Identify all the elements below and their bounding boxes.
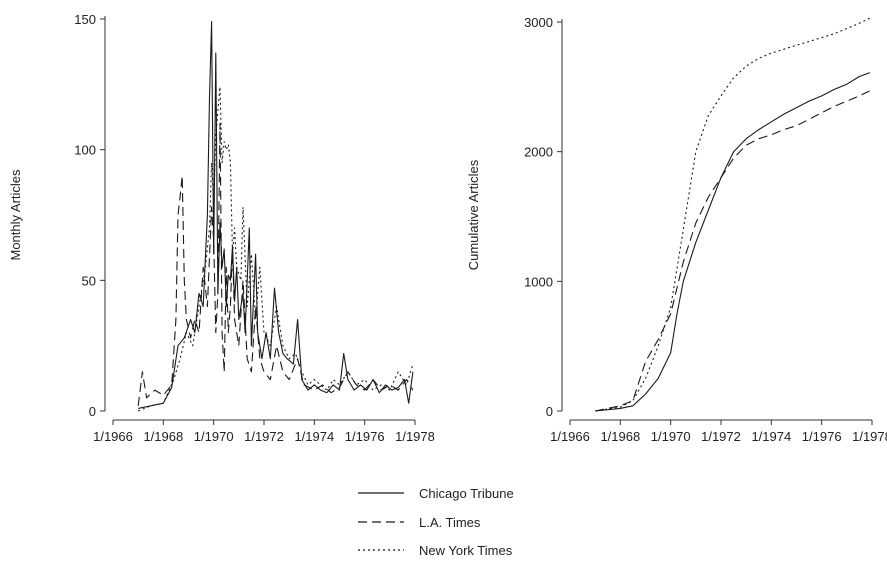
x-tick-label: 1/1978 xyxy=(395,429,435,444)
y-tick-label: 1000 xyxy=(524,274,553,289)
legend-item-new-york-times: New York Times xyxy=(358,543,513,558)
x-tick-label: 1/1968 xyxy=(143,429,183,444)
series-line-chicago-tribune xyxy=(138,21,414,409)
legend-label-chicago-tribune: Chicago Tribune xyxy=(419,486,514,501)
x-tick-label: 1/1976 xyxy=(345,429,385,444)
x-tick-label: 1/1966 xyxy=(550,429,590,444)
legend-label-new-york-times: New York Times xyxy=(419,543,513,558)
x-tick-label: 1/1970 xyxy=(651,429,691,444)
x-tick-label: 1/1968 xyxy=(600,429,640,444)
y-tick-label: 50 xyxy=(82,273,96,288)
series-line-l-a-times xyxy=(595,90,871,412)
series-line-chicago-tribune xyxy=(595,72,871,412)
y-axis-title: Cumulative Articles xyxy=(466,159,481,270)
y-tick-label: 150 xyxy=(74,12,96,27)
x-tick-label: 1/1976 xyxy=(802,429,842,444)
x-tick-label: 1/1966 xyxy=(93,429,133,444)
x-tick-label: 1/1972 xyxy=(244,429,284,444)
x-tick-label: 1/1974 xyxy=(751,429,791,444)
cumulative-articles-chart: 0 1000 2000 3000 1/1966 1/1968 1/1970 1/1972 1/1… xyxy=(466,15,887,444)
legend-label-la-times: L.A. Times xyxy=(419,515,481,530)
legend: Chicago Tribune L.A. Times New York Time… xyxy=(358,486,514,558)
series-line-new-york-times xyxy=(137,86,414,412)
monthly-articles-chart: 0 50 100 150 1/1966 1/1968 1/1970 1/1972 1/1974 1… xyxy=(8,12,435,444)
y-axis-title: Monthly Articles xyxy=(8,169,23,261)
series-line-new-york-times xyxy=(595,17,871,412)
legend-item-la-times: L.A. Times xyxy=(358,515,481,530)
y-tick-label: 2000 xyxy=(524,145,553,160)
x-tick-label: 1/1972 xyxy=(701,429,741,444)
y-tick-label: 0 xyxy=(546,404,553,419)
y-tick-label: 3000 xyxy=(524,15,553,30)
series-line-l-a-times xyxy=(137,122,414,406)
x-tick-label: 1/1970 xyxy=(194,429,234,444)
y-tick-label: 100 xyxy=(74,143,96,158)
x-tick-label: 1/1974 xyxy=(294,429,334,444)
x-tick-label: 1/1978 xyxy=(852,429,887,444)
legend-item-chicago-tribune: Chicago Tribune xyxy=(358,486,514,501)
y-tick-label: 0 xyxy=(89,404,96,419)
